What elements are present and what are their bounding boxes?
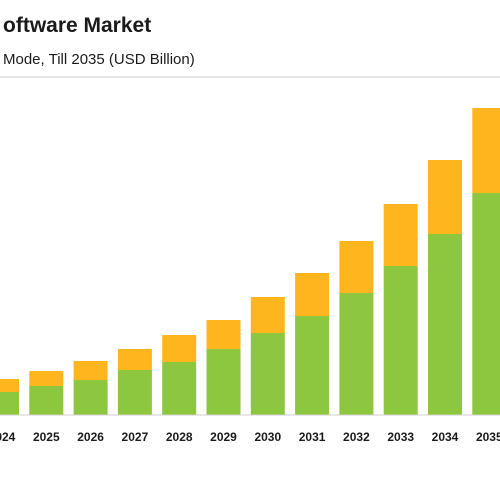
x-tick-label-2027: 2027 bbox=[122, 430, 149, 444]
bar-2027-segment-2 bbox=[117, 349, 152, 370]
bar-2027-segment-1 bbox=[117, 370, 152, 415]
x-tick-labels: 2024 2025 2026 2027 2028 2029 2030 2031 2032 2033… bbox=[0, 430, 500, 444]
bar-2032-segment-2 bbox=[339, 241, 374, 293]
bar-2024-segment-2 bbox=[0, 379, 19, 392]
bar-2034-segment-2 bbox=[428, 160, 462, 234]
bar-2028-segment-1 bbox=[162, 362, 197, 415]
bar-2030-segment-1 bbox=[250, 333, 285, 415]
bar-2026-segment-1 bbox=[73, 380, 108, 415]
bar-2029-segment-2 bbox=[206, 320, 241, 349]
bar-2028-segment-2 bbox=[162, 335, 197, 362]
bar-2025-segment-2 bbox=[29, 371, 64, 386]
x-tick-label-2028: 2028 bbox=[166, 430, 193, 444]
x-tick-label-2035: 2035 bbox=[476, 430, 500, 444]
bar-2029-segment-1 bbox=[206, 349, 241, 415]
bar-2032-segment-1 bbox=[339, 293, 374, 415]
bar-2025-segment-1 bbox=[29, 386, 64, 415]
x-tick-label-2030: 2030 bbox=[254, 430, 281, 444]
bar-2030-segment-2 bbox=[250, 297, 285, 333]
chart-subtitle: Mode, Till 2035 (USD Billion) bbox=[3, 51, 195, 68]
x-tick-label-2025: 2025 bbox=[33, 430, 60, 444]
bar-2033-segment-1 bbox=[383, 266, 418, 415]
bar-2031-segment-1 bbox=[295, 316, 330, 415]
x-tick-label-2032: 2032 bbox=[343, 430, 370, 444]
x-tick-label-2024: 2024 bbox=[0, 430, 16, 444]
chart-title: oftware Market bbox=[3, 14, 151, 37]
bar-2035-segment-1 bbox=[472, 193, 500, 415]
bar-2033-segment-2 bbox=[383, 204, 418, 266]
bars-layer bbox=[0, 108, 500, 415]
bar-2034-segment-1 bbox=[428, 234, 462, 415]
x-tick-label-2026: 2026 bbox=[77, 430, 104, 444]
x-tick-label-2031: 2031 bbox=[299, 430, 326, 444]
bar-2035-segment-2 bbox=[472, 108, 500, 193]
x-tick-label-2034: 2034 bbox=[432, 430, 459, 444]
x-tick-label-2033: 2033 bbox=[387, 430, 414, 444]
x-tick-label-2029: 2029 bbox=[210, 430, 237, 444]
bar-2024-segment-1 bbox=[0, 392, 19, 415]
bar-2026-segment-2 bbox=[73, 361, 108, 380]
bar-2031-segment-2 bbox=[295, 273, 330, 316]
